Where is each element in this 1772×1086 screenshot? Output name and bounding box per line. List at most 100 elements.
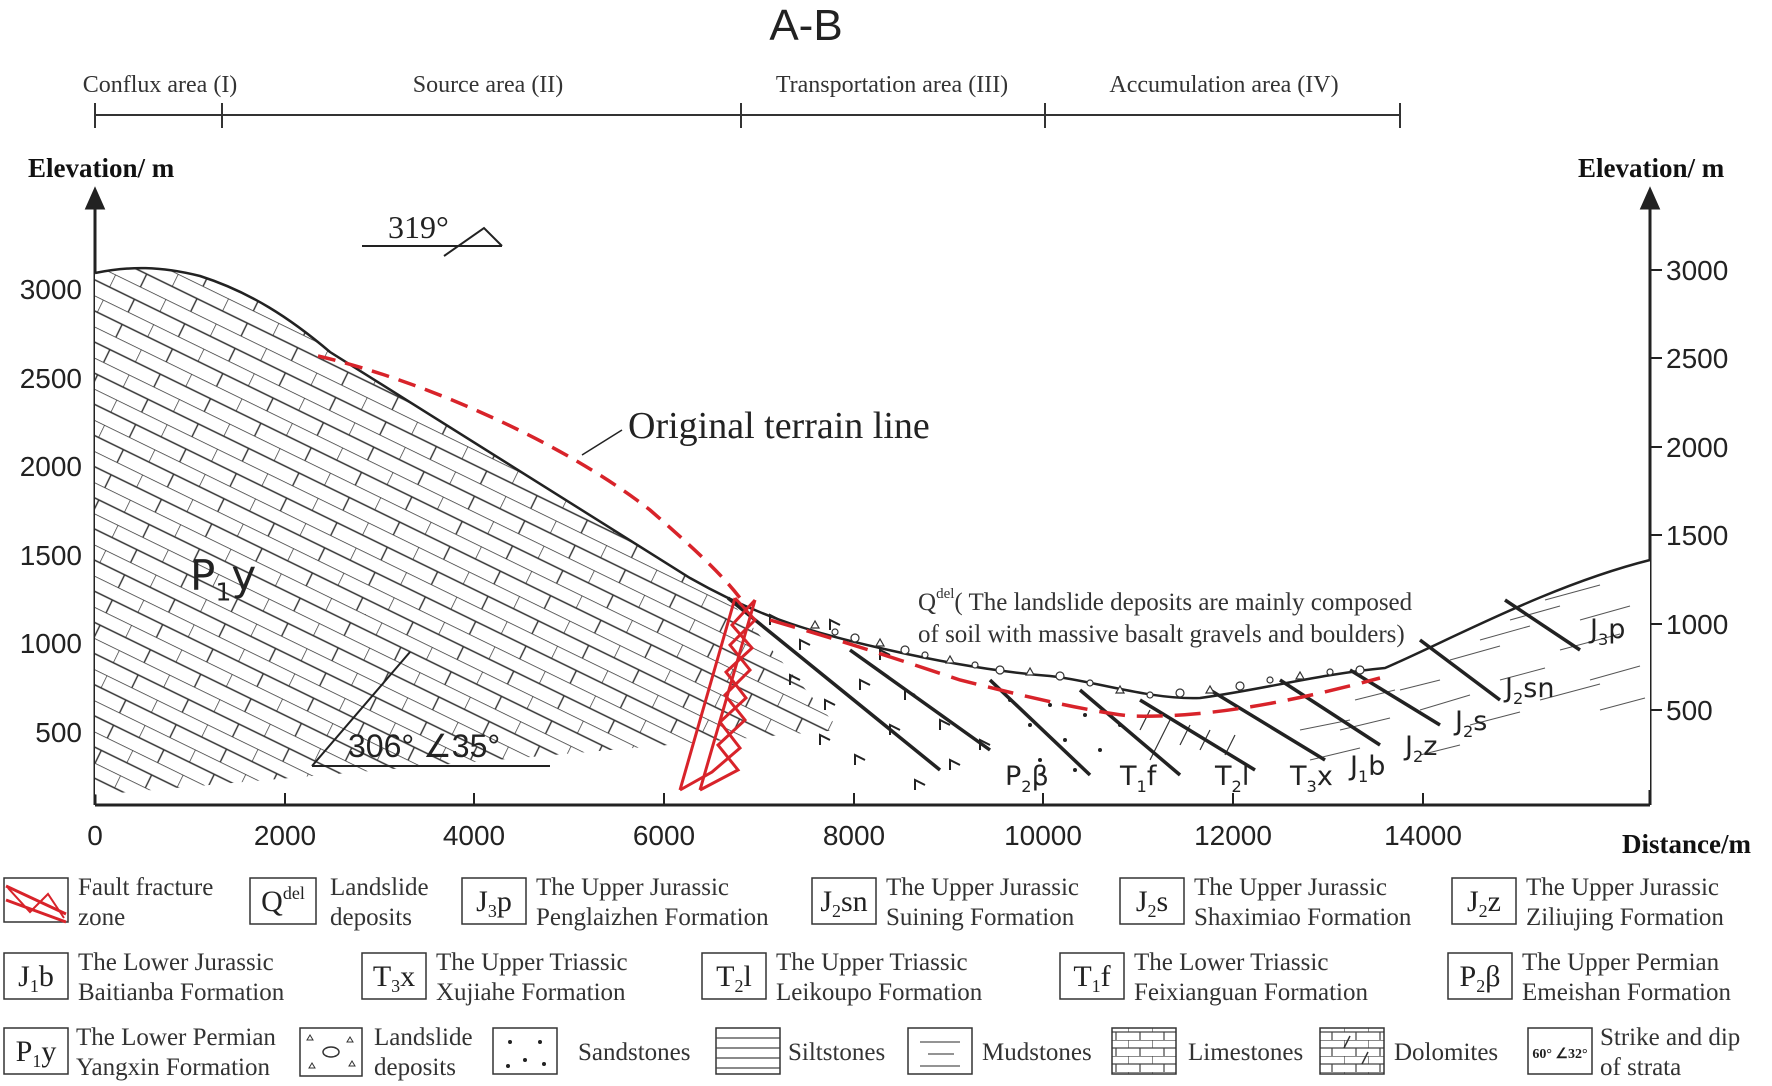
y-axis-ticks-right: 3000 2500 2000 1500 1000 500 xyxy=(1650,255,1728,726)
formation-label-t2l: T2l xyxy=(1214,761,1249,796)
formation-label-j3p: J3p xyxy=(1588,614,1625,649)
x-tick-label: 8000 xyxy=(823,820,885,851)
formation-label-p1y-main: P xyxy=(190,551,215,600)
legend-p1y-sym-sub: 1 xyxy=(32,1051,41,1071)
formation-label-j2sn: J2sn xyxy=(1503,673,1554,708)
legend-t1f-box xyxy=(1059,952,1125,1000)
legend-t2l-text-line-2: Leikoupo Formation xyxy=(776,979,983,1006)
zone-bar xyxy=(94,103,1401,128)
legend-p1y-text-line-1: The Lower Permian xyxy=(76,1024,276,1051)
legend-t1f-sym-main: T xyxy=(1073,960,1091,993)
legend-p2b-sym-tail: β xyxy=(1485,960,1500,993)
y-right-tick-label: 1000 xyxy=(1666,609,1728,640)
gravel-mark xyxy=(809,619,821,629)
gravel-mark xyxy=(1114,684,1126,694)
legend-t1f-sym-sub: 1 xyxy=(1092,976,1101,996)
y-left-tick-label: 1000 xyxy=(20,628,82,659)
qdel-superscript: del xyxy=(936,586,954,602)
legend-sand-dot xyxy=(523,1058,527,1062)
strike-symbol-top xyxy=(362,226,503,257)
formation-label-p2b-main: P xyxy=(1005,761,1021,792)
legend-landslide-gravel xyxy=(308,1062,316,1069)
y-right-tick-label: 2000 xyxy=(1666,432,1728,463)
legend-p2b-text-line-2: Emeishan Formation xyxy=(1522,979,1731,1006)
legend-p2b-symbol: P2β xyxy=(1460,960,1501,996)
legend-mudstones-box xyxy=(907,1027,973,1075)
legend-j2sn-sym-sub: 2 xyxy=(832,901,841,921)
formation-label-p2b: P2β xyxy=(1005,761,1049,796)
landslide-base-line xyxy=(769,618,1381,718)
legend-landslide-text-line-2: deposits xyxy=(374,1054,456,1081)
legend-t2l-sym-main: T xyxy=(716,960,734,993)
legend-strike-symbol: 60° ∠32° xyxy=(1532,1047,1587,1062)
legend-t1f-text-line-1: The Lower Triassic xyxy=(1134,949,1328,976)
basalt-mark xyxy=(949,758,961,770)
qdel-annotation-line2: of soil with massive basalt gravels and … xyxy=(918,621,1405,648)
gravel-mark xyxy=(1175,688,1185,698)
legend-dolomite-tick xyxy=(1361,1051,1369,1065)
legend-j2z-text-line-1: The Upper Jurassic xyxy=(1526,874,1719,901)
legend-strike-text-line-1: Strike and dip xyxy=(1600,1024,1740,1051)
legend-siltstones-text: Siltstones xyxy=(788,1039,885,1066)
formation-label-t3x: T3x xyxy=(1289,761,1333,796)
qdel-description-1: ( The landslide deposits are mainly comp… xyxy=(954,589,1412,616)
legend-landslide-gravel xyxy=(306,1034,314,1041)
legend-j2z-text-line-2: Ziliujing Formation xyxy=(1526,904,1724,931)
basalt-mark xyxy=(799,638,811,650)
legend-j3p-symbol: J3p xyxy=(476,885,512,921)
formation-label-j1b-sub: 1 xyxy=(1358,767,1368,786)
legend-j2s-text-line-2: Shaximiao Formation xyxy=(1194,904,1412,931)
legend-dolomite-tick xyxy=(1343,1035,1351,1049)
legend-j3p-box xyxy=(461,877,527,925)
basalt-mark xyxy=(824,698,836,710)
legend-t2l-sym-sub: 2 xyxy=(734,976,743,996)
gravel-mark xyxy=(921,651,929,659)
x-axis-label: Distance/m xyxy=(1622,829,1751,859)
legend-sand-dot xyxy=(538,1040,542,1044)
legend-j3p-text-line-2: Penglaizhen Formation xyxy=(536,904,769,931)
formation-label-p2b-sub: 2 xyxy=(1021,777,1031,796)
legend-t3x-box xyxy=(361,952,427,1000)
legend-j2z-symbol: J2z xyxy=(1467,885,1501,921)
legend-j1b-symbol: J1b xyxy=(18,960,54,996)
formation-label-t3x-main: T xyxy=(1289,761,1307,792)
formation-label-j1b-main: J xyxy=(1348,751,1358,782)
legend-p1y-text-line-2: Yangxin Formation xyxy=(76,1054,271,1081)
original-terrain-leader xyxy=(581,429,623,456)
gravel-mark xyxy=(1326,668,1334,676)
legend-j1b-text-line-1: The Lower Jurassic xyxy=(78,949,274,976)
y-right-tick-label: 500 xyxy=(1666,695,1713,726)
basalt-mark xyxy=(829,618,841,630)
x-axis-ticks: 0 2000 4000 6000 8000 10000 12000 14000 xyxy=(87,793,1462,851)
formation-label-j3p-sub: 3 xyxy=(1598,630,1608,649)
formation-label-j3p-main: J xyxy=(1588,614,1598,645)
gravel-mark xyxy=(995,665,1005,675)
dip-label-bottom: 306° ∠35° xyxy=(348,728,500,764)
legend-t2l-box xyxy=(701,952,767,1000)
legend-fault-cross xyxy=(7,887,65,919)
legend-t3x-symbol: T3x xyxy=(373,960,415,996)
formation-label-j2s-main: J xyxy=(1453,706,1463,737)
x-tick-label: 4000 xyxy=(443,820,505,851)
y-axis-label-left: Elevation/ m xyxy=(28,153,175,183)
legend-j2s-sym-sub: 2 xyxy=(1148,901,1157,921)
formation-label-t3x-tail: x xyxy=(1317,761,1333,792)
formation-label-p1y-sub: 1 xyxy=(215,578,231,607)
lower-strata-body xyxy=(728,560,1650,790)
formation-label-j1b-tail: b xyxy=(1368,751,1385,782)
legend-p2b-text-line-1: The Upper Permian xyxy=(1522,949,1720,976)
original-terrain-label: Original terrain line xyxy=(628,405,930,447)
basalt-mark xyxy=(914,778,926,790)
legend-qdel-symbol: Qdel xyxy=(261,883,305,918)
formation-label-t1f-tail: f xyxy=(1147,761,1158,792)
y-axis-label-right: Elevation/ m xyxy=(1578,153,1725,183)
legend-qdel-text-line-2: deposits xyxy=(330,904,412,931)
legend-limestones-text: Limestones xyxy=(1188,1039,1303,1066)
p1y-limestone-body xyxy=(95,268,840,796)
formation-label-t1f: T1f xyxy=(1119,761,1158,796)
formation-label-j2z-tail: z xyxy=(1423,731,1437,762)
gravel-mark xyxy=(874,637,886,647)
gravel-mark xyxy=(1235,681,1245,691)
gravel-mark xyxy=(900,645,910,655)
qdel-symbol: Q xyxy=(918,589,936,616)
